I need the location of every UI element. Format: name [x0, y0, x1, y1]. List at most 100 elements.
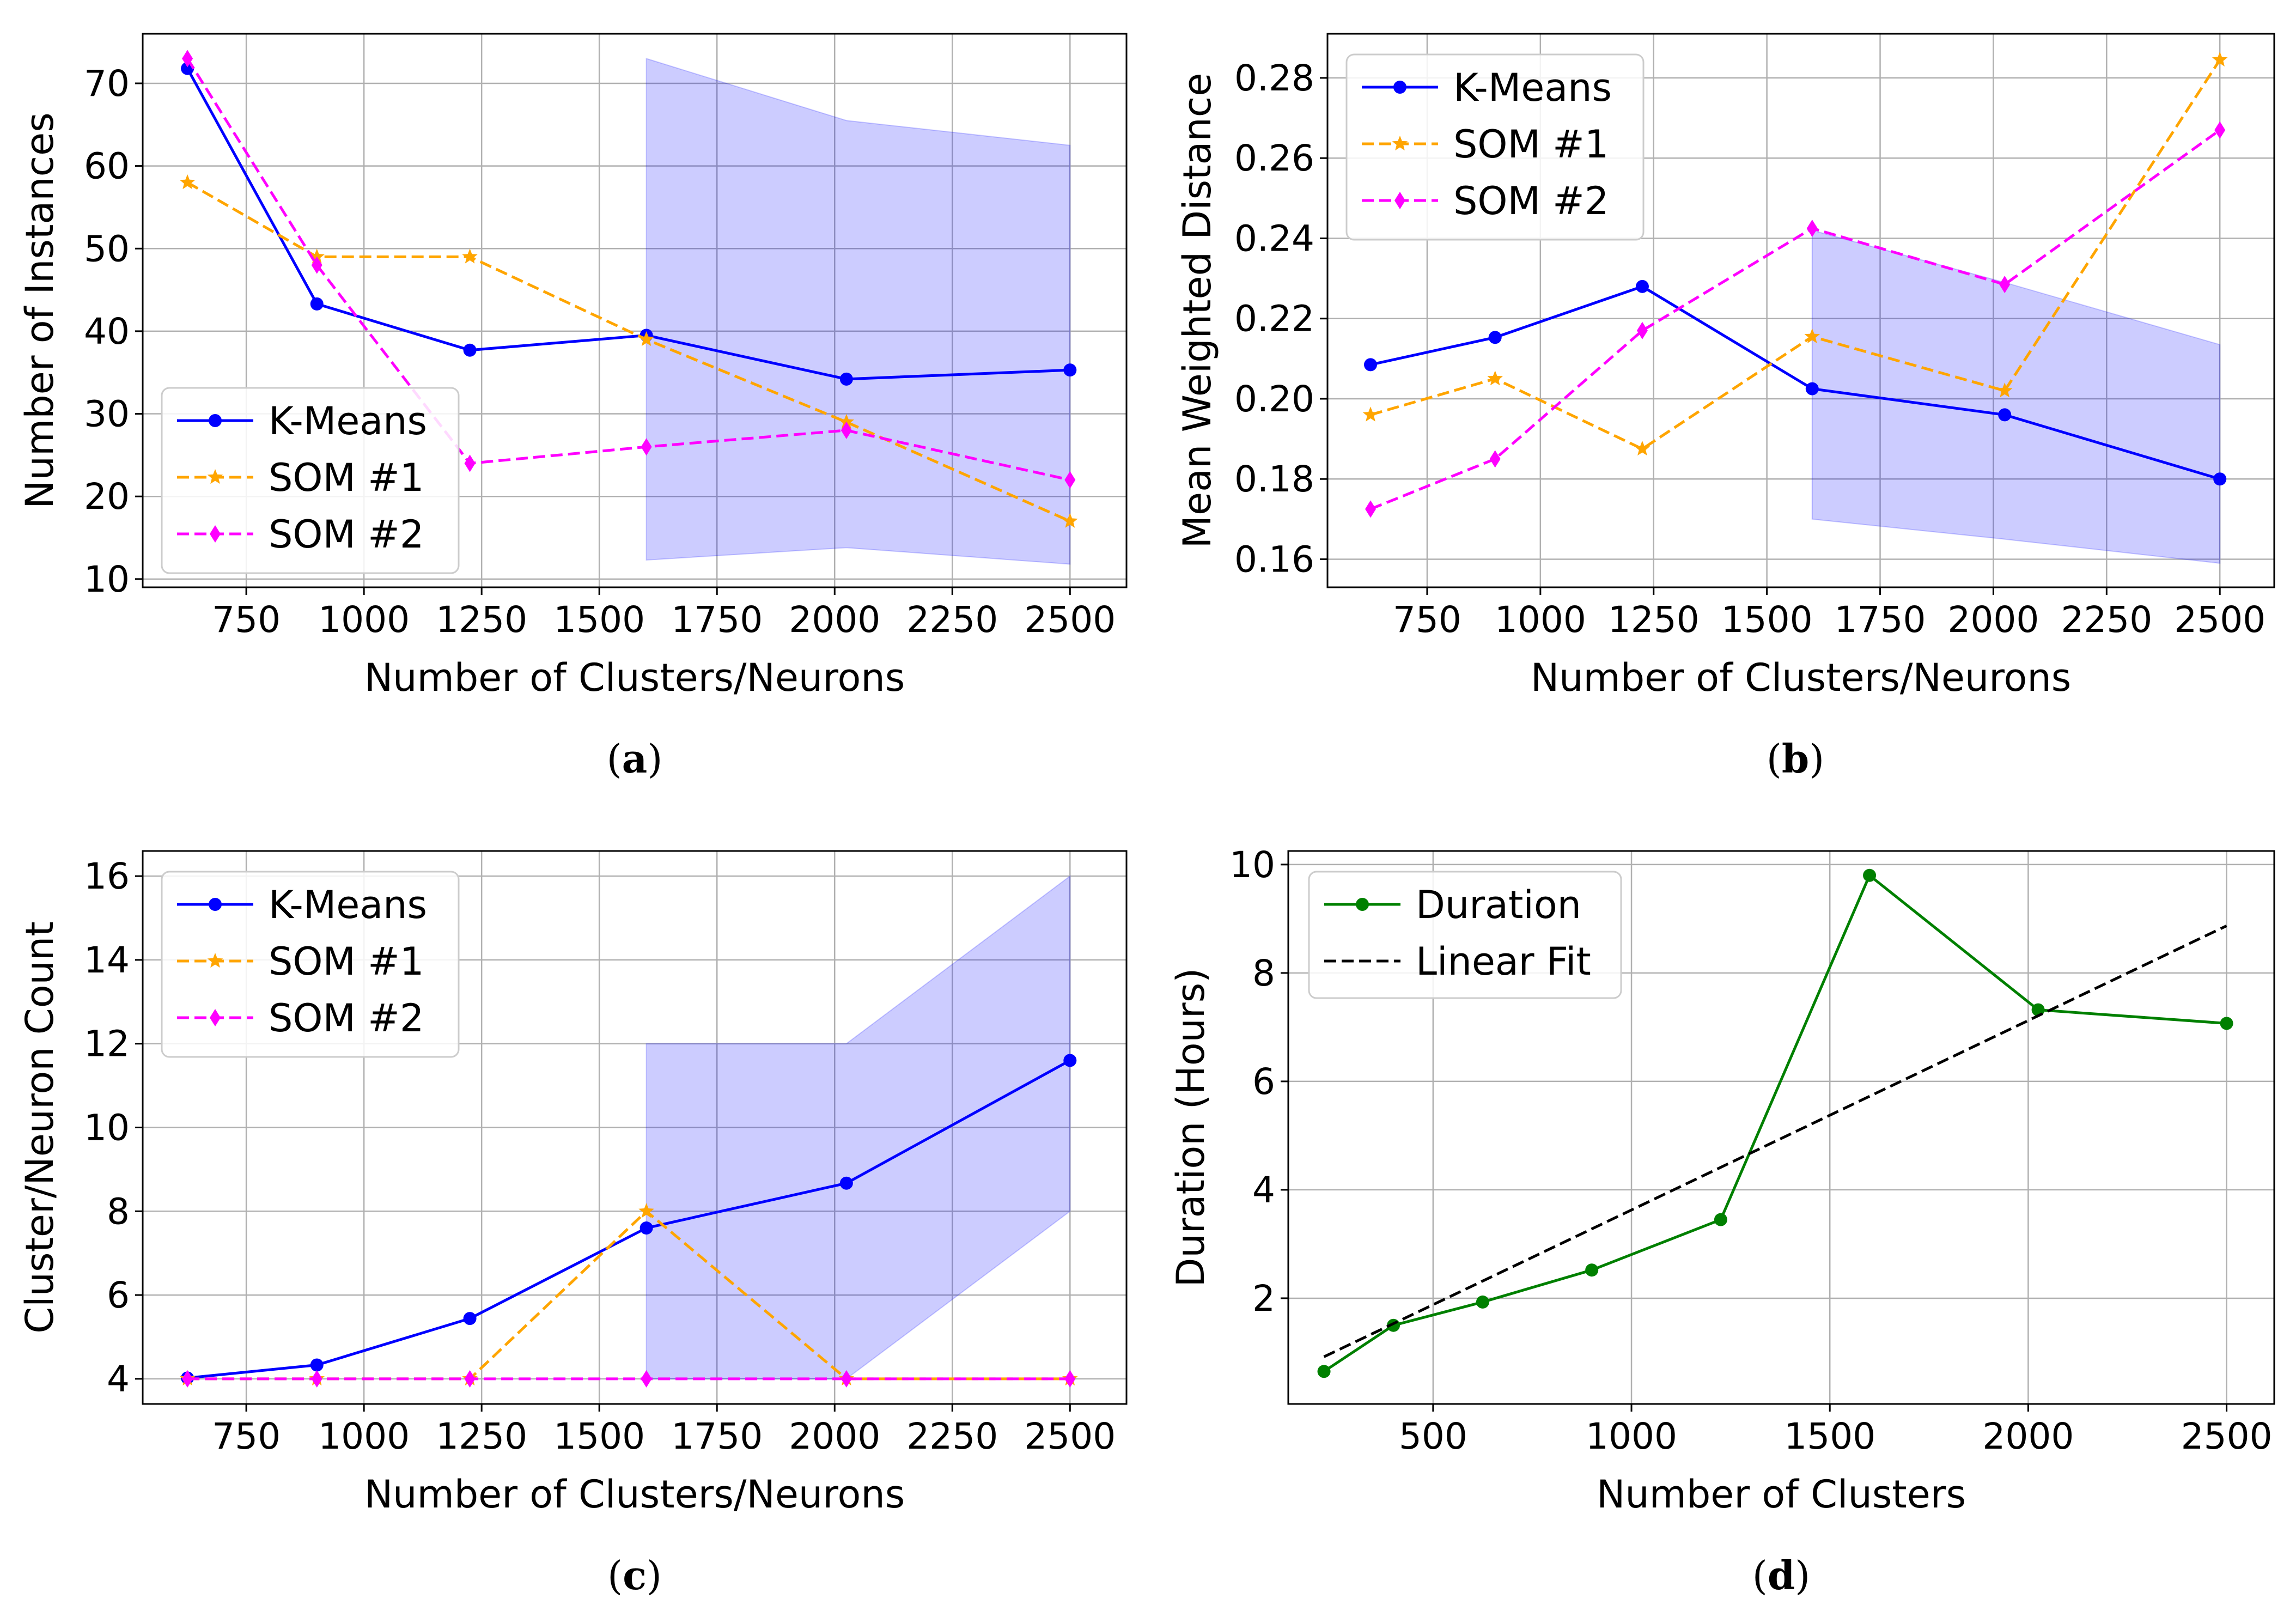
panel-c-xlabel: Number of Clusters/Neurons — [364, 1472, 905, 1517]
panel-b-frame — [1326, 33, 2275, 588]
panel-c-band — [645, 875, 1071, 1379]
panel-d-point-duration-3 — [1585, 1263, 1599, 1277]
panel-b-xtick-label-6: 2250 — [2061, 599, 2152, 641]
panel-d-grid — [1288, 851, 2274, 1404]
panel-a-xtick-label-2: 1250 — [436, 599, 527, 641]
panel-c-xtick-label-4: 1750 — [671, 1415, 763, 1457]
panel-a-xtick-label-4: 1750 — [671, 599, 763, 641]
panel-a-legend-marker-som2 — [210, 525, 221, 543]
panel-c-legend-label-som2: SOM #2 — [269, 996, 424, 1041]
panel-b-legend-marker-som1 — [1392, 136, 1408, 151]
panel-c-series — [179, 1054, 1078, 1388]
panel-c-ytick-label-3: 10 — [84, 1107, 130, 1149]
panel-a-legend-label-kmeans: K-Means — [269, 399, 427, 443]
panel-c-legend-marker-kmeans — [209, 898, 222, 911]
panel-a-point-som1-4 — [838, 414, 855, 429]
panel-b-point-som2-2 — [1636, 321, 1648, 339]
panel-a-xlabel: Number of Clusters/Neurons — [364, 655, 905, 700]
panel-b-legend-box — [1345, 53, 1645, 241]
panel-d: 500 1000 1500 2000 2500 2 4 6 8 10 Number of Clus… — [1168, 844, 2275, 1598]
panel-b-legend-label-kmeans: K-Means — [1453, 65, 1612, 110]
panel-a-point-som1-0 — [179, 174, 196, 190]
panel-c-xtick-label-3: 1500 — [553, 1415, 645, 1457]
panel-c-legend-box — [161, 871, 460, 1058]
panel-b-legend: K-Means SOM #1 SOM #2 — [1345, 53, 1645, 241]
panel-c-xtick-label-5: 2000 — [789, 1415, 880, 1457]
panel-a-point-som2-4 — [841, 421, 852, 439]
panel-a-legend-marker-kmeans — [209, 414, 222, 427]
panel-c-xtick-label-2: 1250 — [436, 1415, 527, 1457]
panel-d-ytick-label-3: 8 — [1252, 952, 1275, 994]
panel-a-ticks: 750 1000 1250 1500 1750 2000 2250 2500 10 20 30 40 5… — [84, 63, 1116, 641]
panel-a-ytick-label-6: 70 — [84, 63, 130, 105]
panel-d-xtick-label-2: 1500 — [1784, 1415, 1875, 1457]
panel-b-point-kmeans-0 — [1364, 358, 1377, 372]
panel-b-caption: (b) — [1767, 735, 1825, 782]
panel-d-legend: Duration Linear Fit — [1308, 871, 1622, 999]
panel-a-legend-label-som1: SOM #1 — [269, 455, 424, 500]
panel-d-ytick-label-2: 6 — [1252, 1061, 1275, 1103]
panel-c-ytick-label-2: 8 — [107, 1190, 130, 1232]
panel-b-ytick-label-3: 0.22 — [1234, 298, 1314, 340]
panel-d-line-fit — [1323, 925, 2227, 1358]
panel-b-point-som1-3 — [1804, 328, 1820, 343]
panel-a-ytick-label-0: 10 — [84, 558, 130, 600]
panel-b-ytick-label-4: 0.24 — [1234, 217, 1314, 259]
panel-a-ytick-label-2: 30 — [84, 393, 130, 435]
panel-b-point-kmeans-2 — [1635, 279, 1649, 293]
panel-c-std-band — [645, 875, 1071, 1379]
panel-d-ytick-label-1: 4 — [1252, 1169, 1275, 1211]
panel-b-ylabel: Mean Weighted Distance — [1175, 73, 1220, 549]
panel-b-ytick-label-1: 0.18 — [1234, 458, 1314, 500]
panel-b-point-som1-2 — [1634, 441, 1651, 456]
panel-b-xtick-label-5: 2000 — [1947, 599, 2039, 641]
panel-a-point-som2-5 — [1064, 471, 1076, 489]
panel-a-point-som2-2 — [464, 454, 476, 472]
panel-c-legend-label-som1: SOM #1 — [269, 939, 424, 984]
panel-c-ylabel: Cluster/Neuron Count — [17, 921, 62, 1333]
panel-a-point-som2-1 — [311, 256, 322, 274]
panel-c-line-kmeans — [187, 1059, 1071, 1379]
panel-d-point-duration-4 — [1714, 1213, 1727, 1226]
panel-b-xtick-label-3: 1500 — [1721, 599, 1813, 641]
panel-b-point-kmeans-4 — [1998, 408, 2012, 422]
panel-c-legend: K-Means SOM #1 SOM #2 — [161, 871, 460, 1058]
panel-d-frame — [1287, 850, 2275, 1405]
panel-a-ytick-label-1: 20 — [84, 476, 130, 518]
panel-a-ytick-label-4: 50 — [84, 228, 130, 270]
panel-b-legend-marker-som2 — [1394, 192, 1405, 209]
panel-a-ylabel: Number of Instances — [17, 112, 62, 508]
panel-a-series — [179, 50, 1078, 528]
panel-d-legend-label-fit: Linear Fit — [1416, 939, 1591, 984]
panel-a-line-som2 — [186, 58, 1070, 482]
panel-b-point-som2-4 — [1999, 276, 2011, 294]
panel-c-legend-marker-som2 — [210, 1009, 221, 1026]
panel-a: 750 1000 1250 1500 1750 2000 2250 2500 10 20 30 40 5… — [17, 33, 1128, 782]
panel-c-point-som2-0 — [182, 1370, 193, 1388]
panel-c-caption: (c) — [607, 1552, 662, 1598]
panel-a-legend-box — [161, 387, 460, 574]
panel-a-xtick-label-6: 2250 — [906, 599, 998, 641]
panel-a-point-kmeans-2 — [463, 343, 477, 357]
panel-d-xtick-label-4: 2500 — [2181, 1415, 2273, 1457]
panel-b-legend-label-som1: SOM #1 — [1453, 122, 1609, 167]
panel-d-caption: (d) — [1752, 1552, 1811, 1598]
panel-a-frame — [142, 33, 1128, 588]
panel-a-point-som1-3 — [638, 331, 654, 346]
panel-b-point-som2-0 — [1365, 500, 1376, 518]
panel-c-ytick-label-1: 6 — [107, 1274, 130, 1316]
panel-a-point-som1-2 — [462, 248, 478, 264]
panel-b-ytick-label-2: 0.20 — [1234, 378, 1314, 420]
panel-a-xtick-label-3: 1500 — [553, 599, 645, 641]
panel-c-point-som2-4 — [841, 1370, 852, 1388]
panel-b-ytick-label-0: 0.16 — [1234, 538, 1314, 580]
panel-a-ytick-label-5: 60 — [84, 145, 130, 187]
panel-a-point-kmeans-5 — [1063, 363, 1077, 377]
panel-a-point-kmeans-4 — [839, 372, 853, 386]
panel-a-legend: K-Means SOM #1 SOM #2 — [161, 387, 460, 574]
panel-c-xtick-label-1: 1000 — [318, 1415, 410, 1457]
panel-d-point-duration-7 — [2220, 1017, 2233, 1030]
panel-b-line-kmeans — [1370, 285, 2220, 481]
panel-b-point-som2-1 — [1489, 450, 1501, 468]
